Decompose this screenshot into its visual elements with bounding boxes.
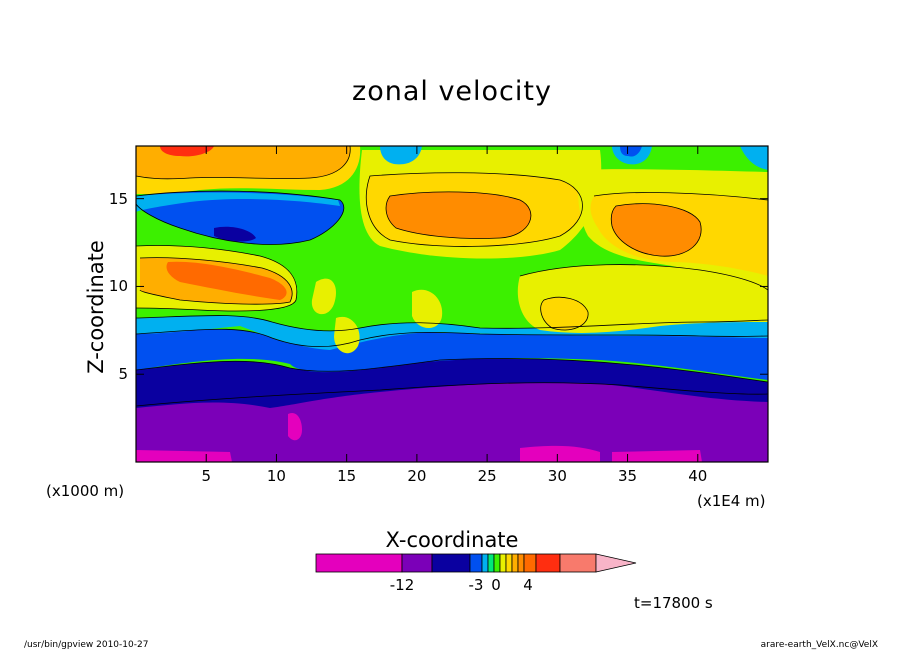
colorbar-segment bbox=[559, 553, 597, 573]
contour-plot-area bbox=[136, 146, 768, 462]
y-axis bbox=[136, 198, 768, 375]
y-axis-unit: (x1000 m) bbox=[46, 482, 125, 500]
colorbar-segment bbox=[401, 553, 433, 573]
colorbar-segment bbox=[487, 553, 495, 573]
x-tick-label: 35 bbox=[618, 467, 638, 485]
time-label: t=17800 s bbox=[634, 594, 713, 612]
colorbar-extend-triangle bbox=[595, 553, 637, 573]
y-axis-label: Z-coordinate bbox=[84, 240, 108, 374]
y-tick-label: 10 bbox=[108, 277, 128, 296]
x-tick-label: 25 bbox=[477, 467, 497, 485]
x-tick-label: 5 bbox=[201, 467, 211, 485]
x-axis-unit: (x1E4 m) bbox=[697, 492, 766, 510]
y-tick-label: 15 bbox=[108, 189, 128, 208]
colorbar-segment bbox=[517, 553, 525, 573]
colorbar-tick-label: 0 bbox=[491, 576, 501, 594]
colorbar-segment bbox=[431, 553, 471, 573]
x-axis-label: X-coordinate bbox=[385, 528, 519, 552]
y-tick-label: 5 bbox=[118, 365, 128, 384]
colorbar-segment bbox=[469, 553, 483, 573]
colorbar-tick-label: -3 bbox=[468, 576, 484, 594]
colorbar-segment bbox=[481, 553, 489, 573]
colorbar bbox=[315, 553, 637, 573]
footer-program-date: /usr/bin/gpview 2010-10-27 bbox=[24, 640, 149, 650]
colorbar-segment bbox=[511, 553, 519, 573]
x-tick-label: 10 bbox=[266, 467, 286, 485]
chart-title: zonal velocity bbox=[352, 76, 552, 107]
colorbar-segment bbox=[315, 553, 403, 573]
colorbar-tick-label: -12 bbox=[389, 576, 415, 594]
colorbar-segment bbox=[535, 553, 561, 573]
plot-frame bbox=[135, 145, 769, 463]
x-axis bbox=[205, 146, 699, 462]
colorbar-segment bbox=[505, 553, 513, 573]
x-tick-label: 40 bbox=[688, 467, 708, 485]
footer-source-file: arare-earth_VelX.nc@VelX bbox=[760, 640, 878, 650]
colorbar-segment bbox=[499, 553, 507, 573]
x-tick-label: 30 bbox=[547, 467, 567, 485]
x-tick-label: 15 bbox=[337, 467, 357, 485]
x-tick-label: 20 bbox=[407, 467, 427, 485]
colorbar-segment bbox=[523, 553, 537, 573]
colorbar-segment bbox=[493, 553, 501, 573]
colorbar-tick-label: 4 bbox=[523, 576, 533, 594]
